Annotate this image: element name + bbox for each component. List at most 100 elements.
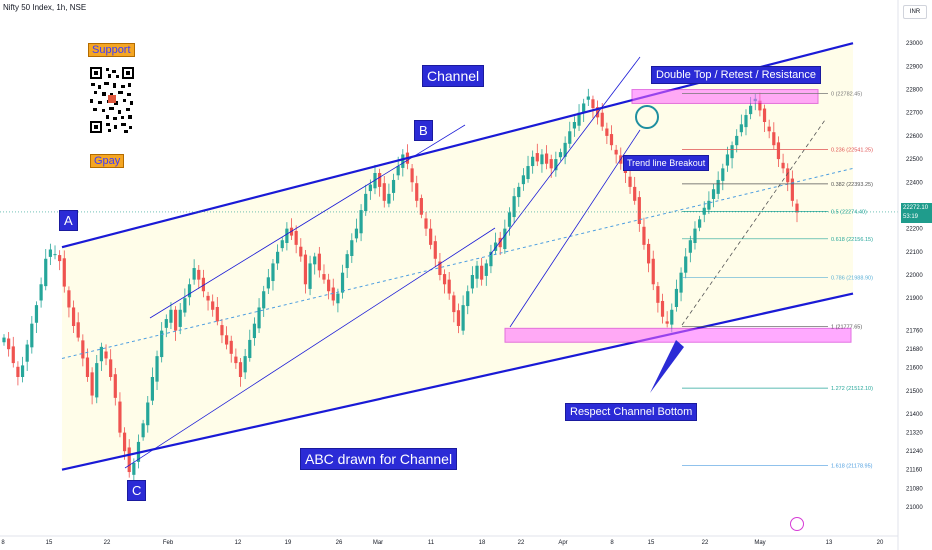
- y-tick-label: 22400: [906, 180, 923, 186]
- candle-body: [456, 310, 461, 326]
- candle-body: [475, 265, 479, 279]
- candle-body: [2, 337, 6, 343]
- candle-body: [113, 374, 117, 398]
- candle-body: [378, 173, 382, 187]
- point-b-label: B: [414, 120, 433, 141]
- candle-body: [647, 243, 651, 264]
- candle-body: [155, 356, 159, 382]
- candle-body: [336, 293, 340, 304]
- candle-body: [507, 212, 512, 227]
- candle-body: [30, 323, 34, 348]
- x-tick-label: Apr: [558, 540, 567, 546]
- candle-body: [90, 372, 94, 396]
- candle-body: [391, 179, 396, 193]
- candle-body: [452, 295, 456, 313]
- y-tick-label: 21900: [906, 296, 923, 302]
- fib-level-label: 0.786 (21988.90): [831, 276, 873, 282]
- candle-body: [517, 186, 521, 198]
- candle-body: [109, 359, 113, 377]
- x-tick-label: 22: [104, 540, 111, 546]
- candle-body: [656, 286, 660, 303]
- x-tick-label: Feb: [163, 540, 174, 546]
- x-tick-label: 13: [826, 540, 833, 546]
- candle-body: [201, 277, 206, 292]
- respect-bottom-arrow: [650, 340, 684, 393]
- currency-badge[interactable]: INR: [903, 5, 927, 19]
- abc-channel-label: ABC drawn for Channel: [300, 448, 458, 470]
- candle-body: [238, 362, 243, 377]
- candle-body: [183, 298, 187, 313]
- x-tick-label: 18: [479, 540, 486, 546]
- candle-body: [776, 142, 781, 160]
- candle-body: [150, 377, 154, 401]
- candle-body: [549, 159, 553, 169]
- candle-body: [48, 249, 52, 257]
- candle-body: [679, 272, 683, 293]
- x-tick-label: May: [754, 540, 765, 546]
- candle-body: [521, 175, 525, 185]
- candle-body: [345, 254, 349, 269]
- candle-body: [447, 279, 451, 294]
- candle-body: [674, 288, 679, 307]
- candle-body: [350, 240, 354, 256]
- breakout-circle: [635, 105, 659, 129]
- tradingview-logo-icon[interactable]: [790, 517, 804, 531]
- candle-body: [299, 246, 303, 257]
- candle-body: [605, 128, 609, 136]
- support-label: Support: [88, 43, 135, 57]
- candle-body: [67, 290, 71, 308]
- candle-body: [252, 323, 257, 339]
- candle-body: [368, 184, 372, 192]
- candle-body: [503, 228, 507, 250]
- candle-body: [85, 357, 90, 377]
- candle-body: [285, 228, 289, 244]
- candle-body: [76, 322, 80, 338]
- candle-body: [725, 154, 730, 166]
- candle-body: [442, 274, 447, 285]
- candle-body: [614, 149, 618, 155]
- candle-body: [693, 228, 697, 244]
- x-tick-label: 15: [46, 540, 53, 546]
- resistance-zone: [631, 89, 819, 104]
- candle-body: [698, 219, 702, 228]
- candle-body: [187, 284, 192, 298]
- candle-body: [438, 261, 442, 275]
- candle-body: [322, 274, 326, 280]
- qr-code-icon: [88, 65, 136, 135]
- candle-body: [359, 210, 363, 234]
- fib-level-label: 0.618 (22156.15): [831, 237, 873, 243]
- candle-body: [243, 356, 247, 373]
- double-top-label: Double Top / Retest / Resistance: [651, 66, 821, 84]
- candle-body: [11, 346, 15, 364]
- candle-body: [484, 263, 488, 276]
- candle-body: [558, 152, 563, 158]
- y-tick-label: 22000: [906, 273, 923, 279]
- candle-body: [670, 309, 674, 325]
- candle-body: [364, 193, 368, 212]
- candle-body: [248, 339, 252, 358]
- candle-body: [257, 307, 261, 329]
- candle-body: [331, 287, 335, 301]
- point-c-label: C: [127, 480, 147, 501]
- candle-body: [772, 132, 776, 146]
- candle-body: [493, 242, 498, 251]
- candle-body: [489, 251, 493, 267]
- candle-body: [540, 154, 544, 165]
- fib-level-label: 1.618 (21178.95): [831, 463, 873, 469]
- candle-body: [169, 309, 173, 323]
- candle-body: [373, 173, 377, 189]
- fib-level-label: 1 (21777.65): [831, 325, 862, 331]
- candle-body: [224, 335, 229, 345]
- fib-level-label: 0.382 (22393.25): [831, 182, 873, 188]
- candle-body: [512, 196, 516, 218]
- candle-body: [595, 107, 600, 118]
- candle-body: [628, 176, 632, 187]
- candle-body: [433, 241, 437, 259]
- respect-channel-bottom-label: Respect Channel Bottom: [565, 403, 698, 421]
- candle-body: [749, 105, 753, 115]
- candle-body: [609, 134, 614, 146]
- x-tick-label: 15: [648, 540, 655, 546]
- candle-body: [197, 269, 201, 280]
- channel-label: Channel: [422, 65, 485, 87]
